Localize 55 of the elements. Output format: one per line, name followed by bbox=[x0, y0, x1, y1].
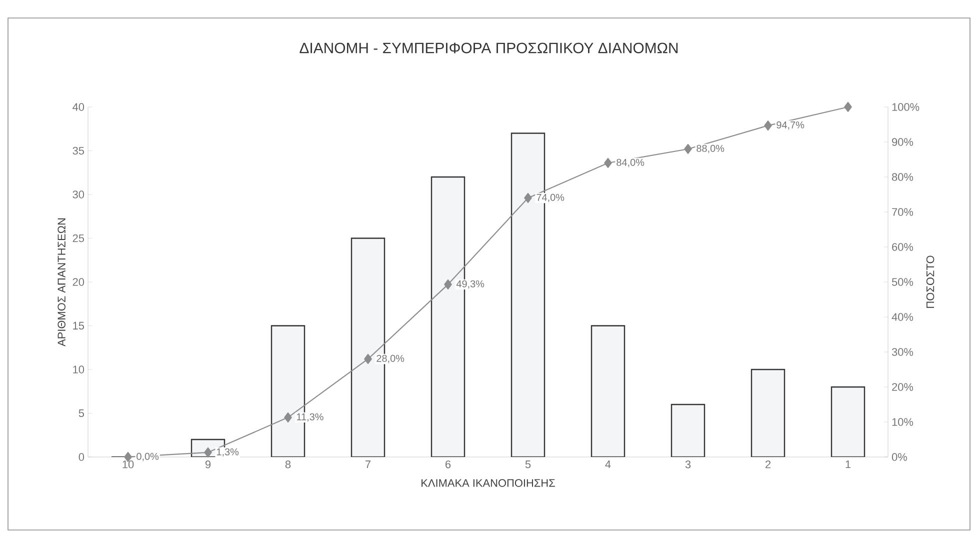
data-label: 94,7% bbox=[776, 121, 804, 130]
y-tick-label: 15 bbox=[73, 322, 84, 330]
y2-tick-label: 30% bbox=[892, 348, 914, 356]
point bbox=[844, 102, 852, 112]
y2-axis-title: ΠΟΣΟΣΤΟ bbox=[926, 256, 934, 308]
bar bbox=[830, 386, 866, 457]
point bbox=[444, 279, 452, 290]
x-axis-title: ΚΛΙΜΑΚΑ ΙΚΑΝΟΠΟΙΗΣΗΣ bbox=[422, 479, 555, 487]
x-tick-label: 7 bbox=[366, 460, 371, 468]
point bbox=[284, 412, 292, 422]
y-axis-title: ΑΡΙΘΜΟΣ ΑΠΑΝΤΗΣΕΩΝ bbox=[58, 218, 66, 346]
data-label: 88,0% bbox=[696, 144, 724, 154]
data-label: 74,0% bbox=[536, 194, 564, 202]
y2-tick-label: 80% bbox=[892, 173, 914, 181]
x-tick-label: 8 bbox=[285, 460, 291, 468]
point bbox=[524, 192, 532, 204]
data-label: 84,0% bbox=[616, 158, 644, 168]
x-tick-label: 1 bbox=[846, 460, 851, 468]
y2-tick-label: 40% bbox=[892, 313, 914, 321]
y-tick-label: 40 bbox=[72, 103, 84, 111]
y2-tick-label: 100% bbox=[892, 103, 920, 111]
y-tick-label: 35 bbox=[72, 146, 84, 155]
point bbox=[604, 158, 612, 168]
x-tick-label: 5 bbox=[525, 460, 531, 468]
data-label: 49,3% bbox=[456, 280, 484, 289]
y-tick-label: 25 bbox=[72, 234, 84, 242]
data-label: 11,3% bbox=[296, 413, 324, 422]
y2-tick-label: 90% bbox=[892, 138, 914, 146]
bar bbox=[750, 368, 786, 457]
point bbox=[364, 354, 372, 364]
y2-tick-label: 20% bbox=[892, 383, 914, 391]
y-tick-label: 5 bbox=[78, 409, 84, 418]
x-tick-label: 3 bbox=[685, 460, 691, 468]
y2-tick-label: 60% bbox=[892, 243, 914, 251]
y2-tick-label: 10% bbox=[892, 418, 914, 426]
bar bbox=[670, 404, 706, 457]
y-tick-label: 20 bbox=[72, 278, 84, 286]
y-tick-label: 0 bbox=[78, 453, 84, 461]
x-tick-label: 6 bbox=[446, 460, 451, 468]
y-tick-label: 30 bbox=[72, 190, 84, 198]
x-tick-label: 2 bbox=[766, 460, 771, 468]
x-tick-label: 10 bbox=[122, 460, 134, 468]
y2-tick-label: 70% bbox=[892, 208, 914, 216]
chart-title: ΔΙΑΝΟΜΗ - ΣΥΜΠΕΡΙΦΟΡΑ ΠΡΟΣΩΠΙΚΟΥ ΔΙΑΝΟΜΩΝ bbox=[300, 42, 678, 54]
x-tick-label: 9 bbox=[205, 460, 211, 468]
data-label: 0,0% bbox=[136, 452, 159, 462]
bar bbox=[590, 325, 626, 457]
point bbox=[684, 144, 692, 154]
data-label: 1,3% bbox=[216, 448, 239, 457]
y-tick-label: 10 bbox=[73, 366, 84, 374]
y2-tick-label: 50% bbox=[892, 278, 914, 286]
data-label: 28,0% bbox=[376, 354, 404, 364]
x-tick-label: 4 bbox=[605, 460, 611, 468]
y2-tick-label: 0% bbox=[892, 453, 907, 461]
point bbox=[764, 120, 772, 131]
